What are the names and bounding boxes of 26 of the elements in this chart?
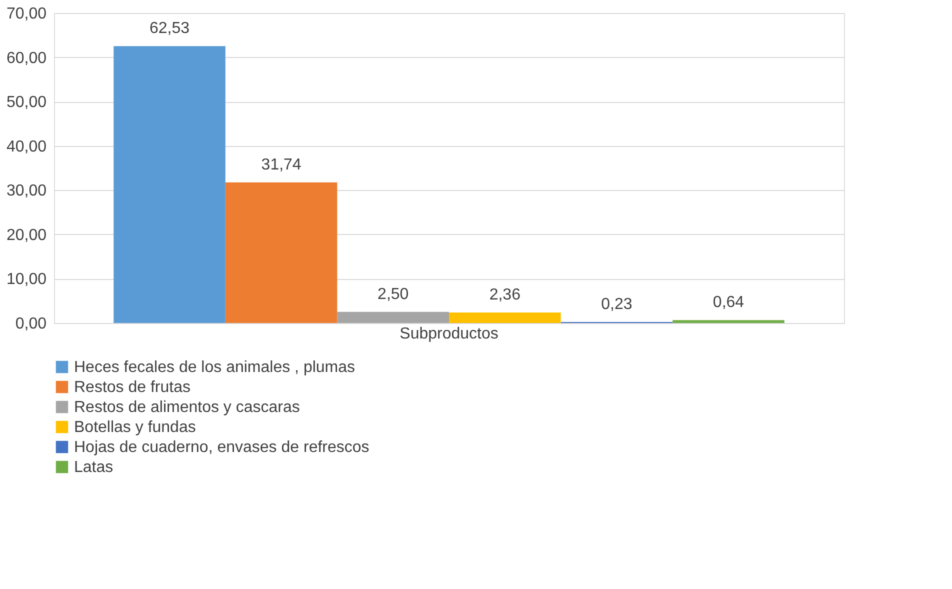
data-label: 31,74 xyxy=(261,156,302,174)
y-tick-label: 50,00 xyxy=(6,94,47,112)
y-tick-label: 60,00 xyxy=(6,50,47,67)
legend-label: Heces fecales de los animales , plumas xyxy=(74,359,356,376)
bar xyxy=(337,312,449,323)
bar xyxy=(114,46,226,323)
legend-label: Botellas y fundas xyxy=(74,419,196,436)
data-label: 0,64 xyxy=(712,294,744,312)
data-label: 2,50 xyxy=(378,286,409,303)
y-tick-label: 30,00 xyxy=(6,182,47,200)
y-tick-label: 20,00 xyxy=(6,226,47,244)
y-tick-label: 10,00 xyxy=(6,271,47,288)
x-tick-label: Subproductos xyxy=(400,326,498,342)
legend-label: Hojas de cuaderno, envases de refrescos xyxy=(74,439,370,456)
legend-label: Restos de frutas xyxy=(74,379,190,396)
bar xyxy=(672,320,784,323)
legend-label: Latas xyxy=(74,459,114,476)
data-label: 2,36 xyxy=(489,286,521,304)
data-label: 62,53 xyxy=(149,20,190,38)
y-tick-label: 70,00 xyxy=(6,6,47,22)
bar xyxy=(449,312,561,323)
y-tick-label: 0,00 xyxy=(15,316,47,332)
data-label: 0,23 xyxy=(601,296,632,313)
legend-label: Restos de alimentos y cascaras xyxy=(74,399,300,416)
y-tick-label: 40,00 xyxy=(6,138,47,156)
bar xyxy=(225,182,338,323)
